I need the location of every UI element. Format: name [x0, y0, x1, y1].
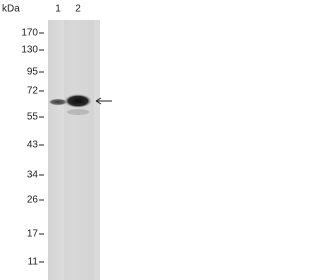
- marker-label: 11: [28, 257, 39, 268]
- marker-label: 17: [27, 229, 39, 240]
- marker-label: 130: [21, 45, 38, 56]
- marker-label: 55: [27, 112, 39, 123]
- unit-label: kDa: [2, 4, 20, 15]
- lane-label: 2: [75, 4, 81, 15]
- marker-label: 34: [27, 170, 39, 181]
- western-blot: kDa 1 2 170 130 95 72 55 43 34 26 17 11: [2, 4, 112, 280]
- arrow: [95, 97, 112, 105]
- marker-label: 72: [27, 86, 39, 97]
- marker-label: 43: [27, 140, 39, 151]
- lane-2-smear: [64, 20, 94, 280]
- lane-label: 1: [55, 4, 61, 15]
- band: [64, 94, 92, 108]
- marker-label: 26: [27, 195, 39, 206]
- marker-label: 170: [21, 28, 38, 39]
- band: [48, 98, 68, 106]
- marker-label: 95: [27, 67, 39, 78]
- band-shadow: [67, 109, 89, 115]
- membrane: [48, 20, 100, 280]
